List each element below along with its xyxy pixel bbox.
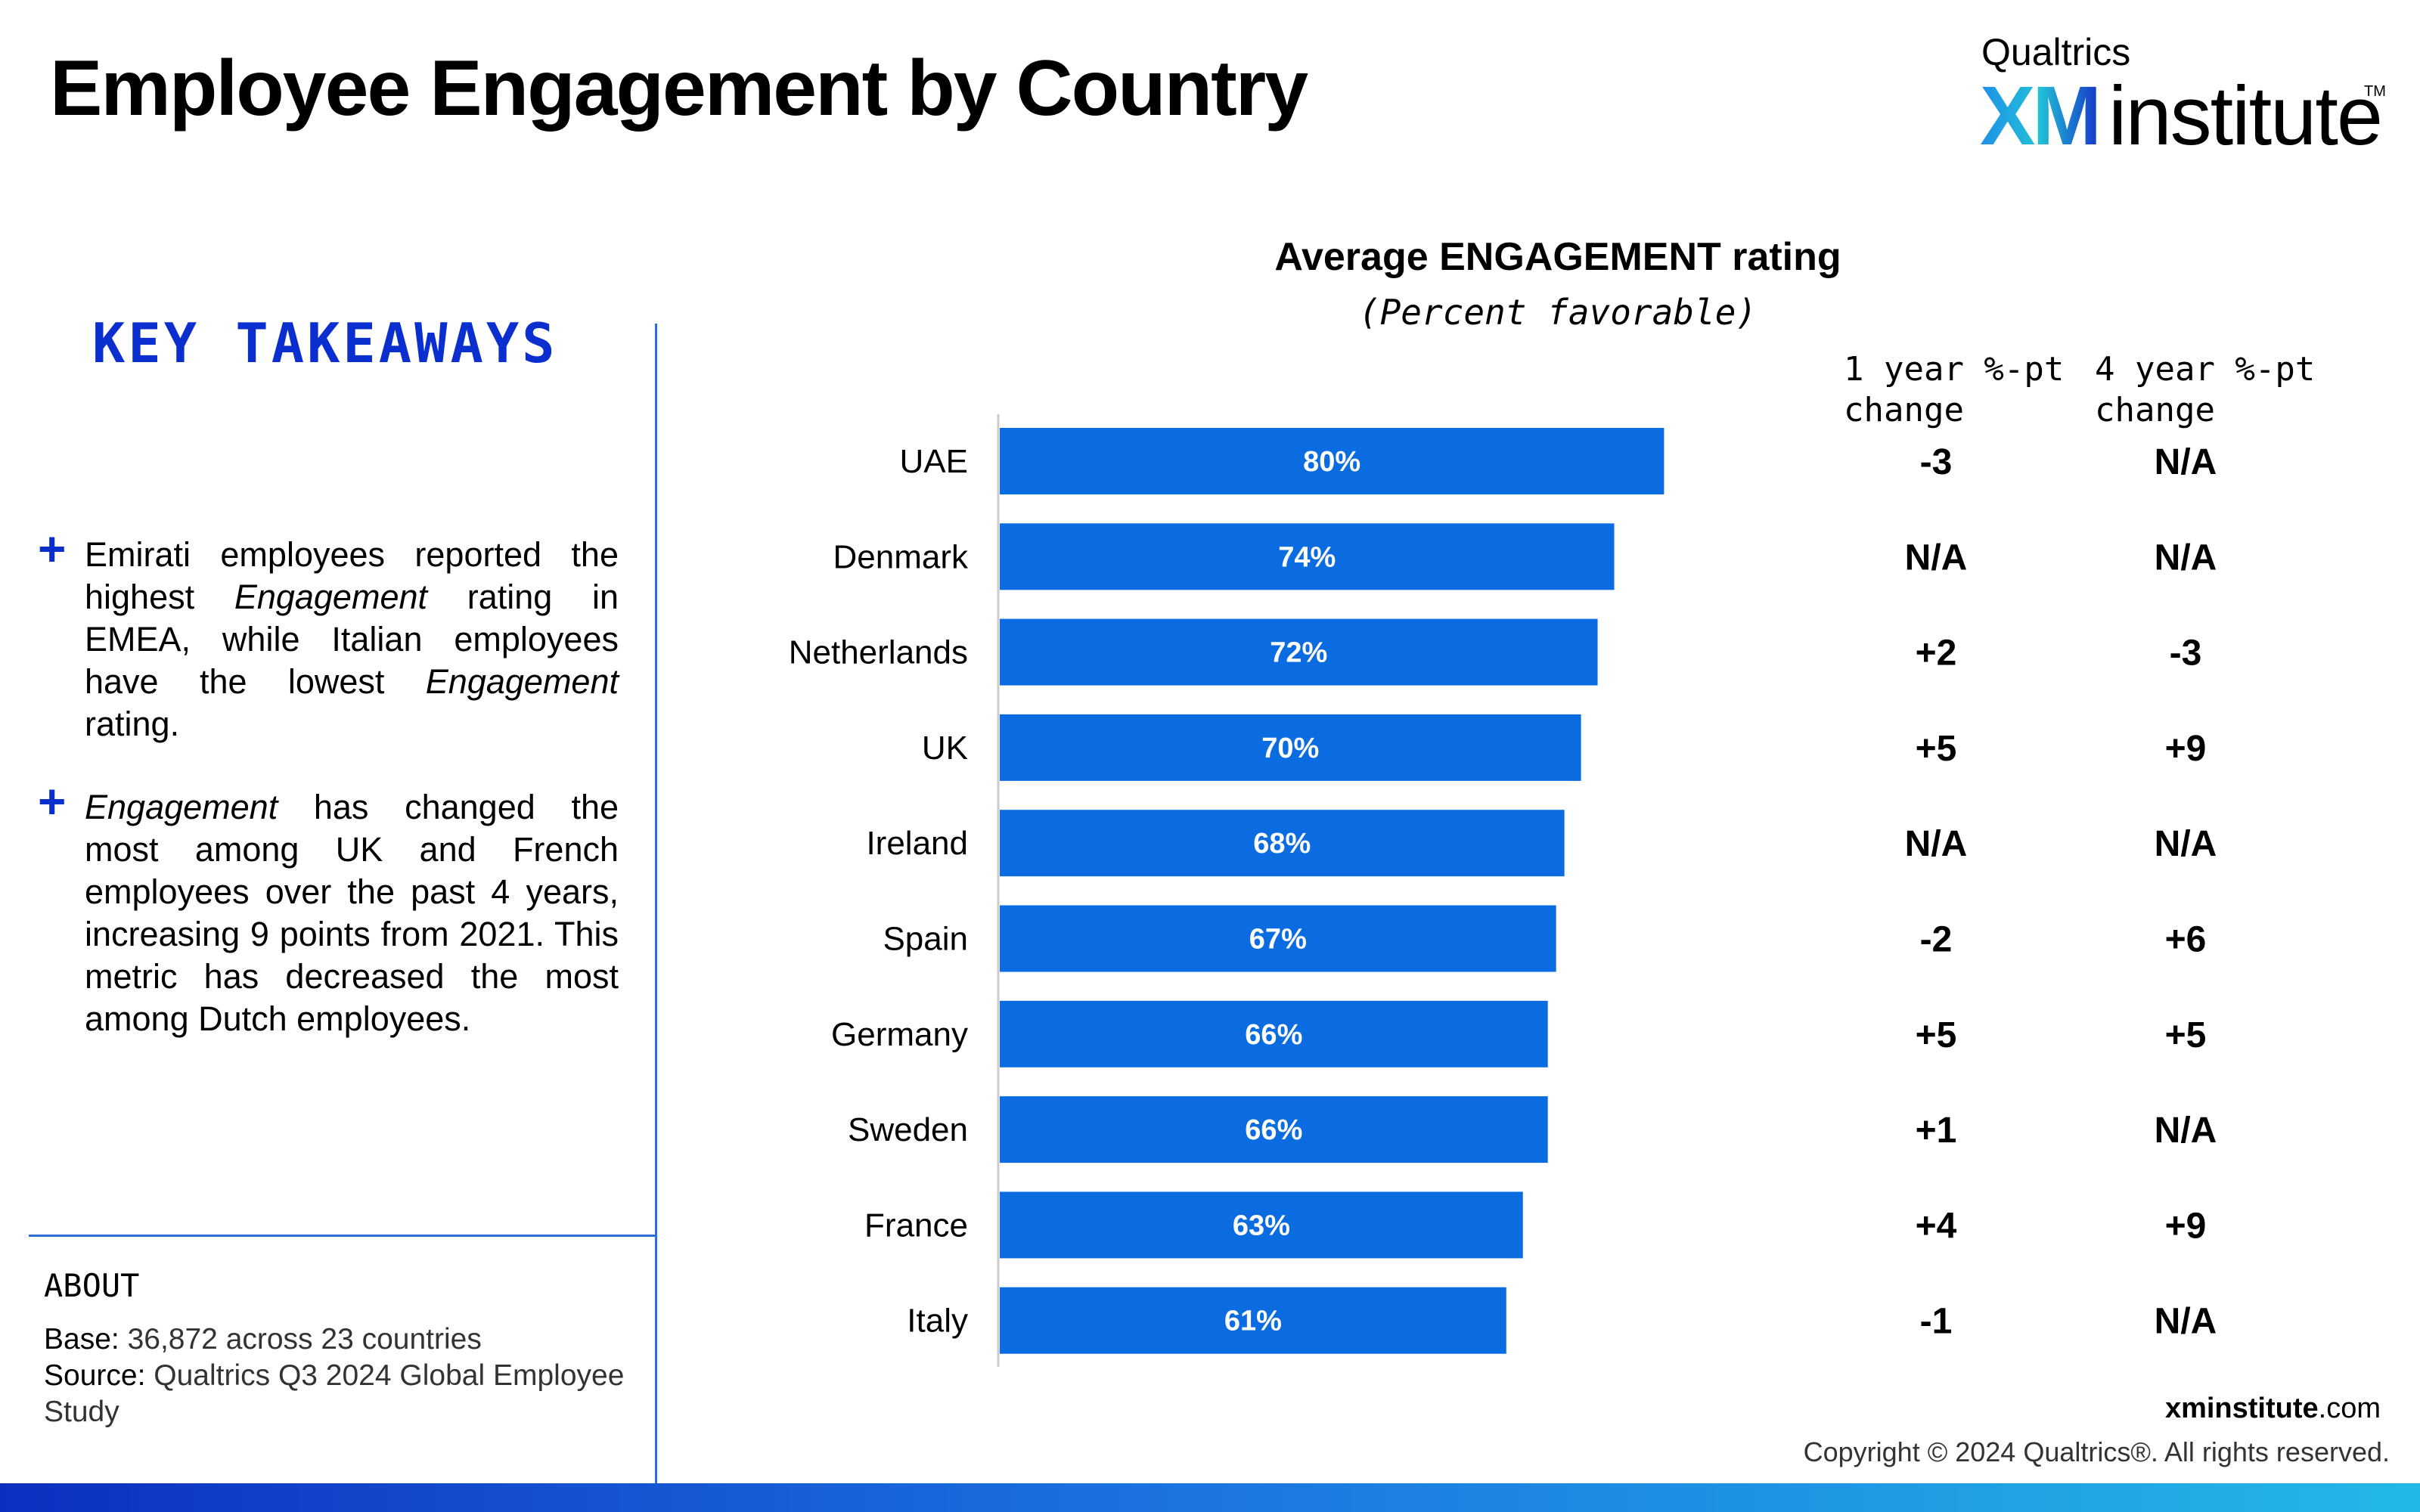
four-year-change-value: +6 <box>2165 920 2207 960</box>
bar <box>1000 523 1615 590</box>
footer-url[interactable]: xminstitute.com <box>2164 1393 2381 1424</box>
bottom-gradient-bar <box>0 1483 2420 1512</box>
category-label: Germany <box>831 1016 968 1053</box>
one-year-change-value: +1 <box>1916 1111 1957 1151</box>
data-label: 66% <box>1245 1114 1302 1146</box>
bar <box>1000 714 1581 781</box>
one-year-change-header: 1 year %-pt change <box>1844 350 2065 429</box>
four-year-change-value: N/A <box>2155 824 2217 864</box>
four-year-change-value: +9 <box>2165 729 2207 769</box>
one-year-change-value: N/A <box>1905 824 1968 864</box>
takeaway-bullet: + Engagement has changed the most among … <box>38 774 619 1038</box>
one-year-change-value: +5 <box>1916 729 1957 769</box>
bar <box>1000 428 1665 494</box>
data-label: 72% <box>1270 637 1327 669</box>
data-label: 80% <box>1303 446 1360 478</box>
one-year-change-value: +4 <box>1916 1206 1957 1246</box>
bar <box>1000 618 1598 686</box>
one-year-change-value: +2 <box>1916 634 1957 674</box>
logo-xm: XM <box>1980 70 2102 163</box>
category-label: UK <box>922 730 968 767</box>
category-label: Spain <box>883 921 968 958</box>
four-year-change-value: -3 <box>2170 634 2202 674</box>
one-year-change-value: N/A <box>1905 538 1968 578</box>
category-label: Italy <box>907 1303 968 1340</box>
four-year-change-value: N/A <box>2155 1302 2217 1342</box>
one-year-change-value: -1 <box>1920 1302 1953 1342</box>
about-source: Source: Qualtrics Q3 2024 Global Employe… <box>44 1359 625 1428</box>
about-divider <box>29 1235 656 1237</box>
four-year-change-value: N/A <box>2155 538 2217 578</box>
category-label: Ireland <box>866 825 968 862</box>
data-label: 63% <box>1233 1210 1290 1241</box>
data-label: 67% <box>1249 924 1307 956</box>
bar <box>1000 905 1556 972</box>
about-base: Base: 36,872 across 23 countries <box>44 1323 482 1356</box>
four-year-change-value: N/A <box>2155 1111 2217 1151</box>
category-label: Netherlands <box>789 634 968 671</box>
takeaway-bullet: + Emirati employees reported the highest… <box>38 522 619 743</box>
about-heading: ABOUT <box>44 1267 140 1304</box>
one-year-change-value: -3 <box>1920 442 1953 482</box>
bar <box>1000 1191 1523 1259</box>
four-year-change-header: 4 year %-pt change <box>2095 350 2316 429</box>
bar <box>1000 1000 1548 1067</box>
category-label: Denmark <box>833 538 969 575</box>
chart-title: Average ENGAGEMENT rating <box>1274 235 1841 279</box>
plus-icon: + <box>38 522 67 576</box>
chart-subtitle: (Percent favorable) <box>1358 292 1758 333</box>
one-year-change-value: +5 <box>1916 1015 1957 1055</box>
bar <box>1000 810 1565 877</box>
four-year-change-value: N/A <box>2155 442 2217 482</box>
page-title: Employee Engagement by Country <box>50 45 1308 132</box>
data-label: 70% <box>1261 733 1319 764</box>
one-year-change-value: -2 <box>1920 920 1953 960</box>
column-divider <box>655 324 657 1484</box>
bar <box>1000 1096 1548 1163</box>
key-takeaways-heading: KEY TAKEAWAYS <box>92 311 558 375</box>
copyright: Copyright © 2024 Qualtrics®. All rights … <box>1803 1436 2390 1467</box>
four-year-change-value: +5 <box>2165 1015 2207 1055</box>
category-label: UAE <box>900 443 968 480</box>
category-label: France <box>864 1207 968 1244</box>
plus-icon: + <box>38 774 67 829</box>
logo-brand: Qualtrics <box>1981 31 2131 73</box>
data-label: 68% <box>1253 828 1311 860</box>
four-year-change-value: +9 <box>2165 1206 2207 1246</box>
category-label: Sweden <box>848 1111 968 1148</box>
xm-institute-logo: Qualtrics XM institute TM <box>1980 30 2386 163</box>
data-label: 74% <box>1278 541 1336 573</box>
bar <box>1000 1287 1506 1354</box>
data-label: 61% <box>1224 1306 1282 1337</box>
logo-trademark: TM <box>2364 83 2386 100</box>
data-label: 66% <box>1245 1019 1302 1051</box>
logo-institute: institute <box>2108 70 2383 163</box>
